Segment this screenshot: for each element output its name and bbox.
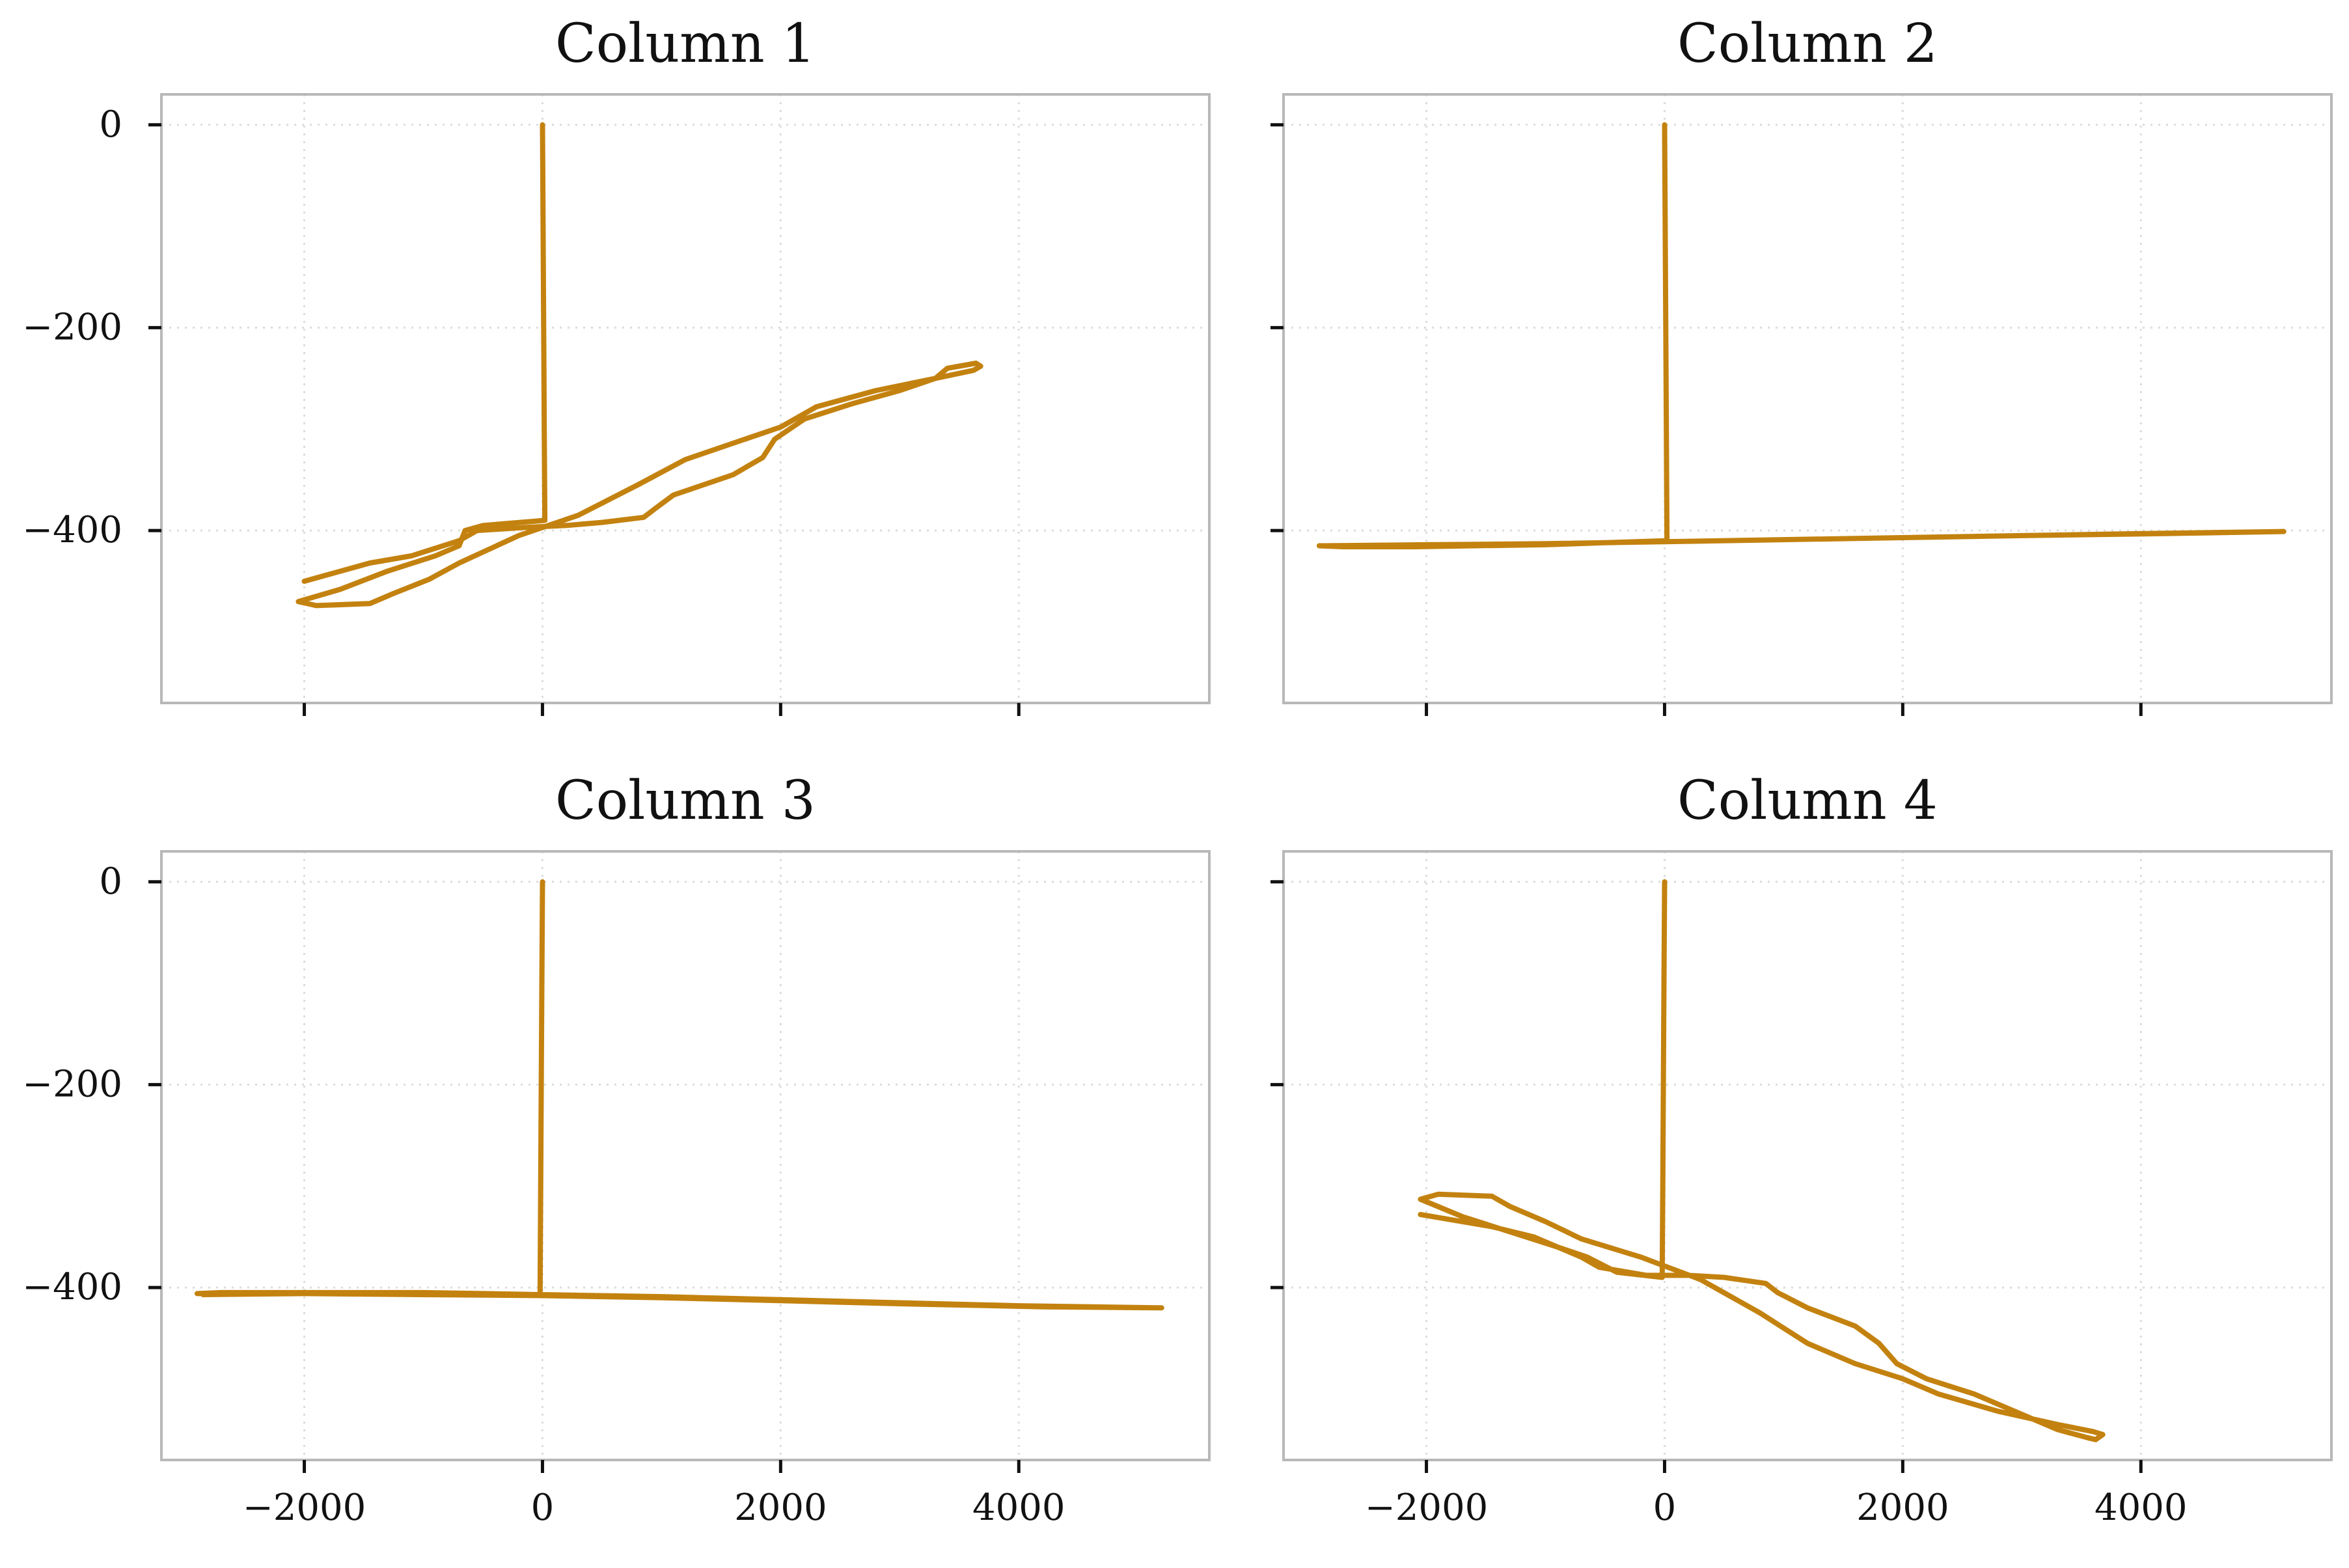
y-tick-label: −200 (22, 1063, 122, 1105)
panel-title: Column 2 (1677, 13, 1938, 75)
plot-frame (160, 850, 1211, 1461)
y-tick-label: 0 (99, 860, 122, 903)
panel-column-4: Column 4 −2000 0 2000 4000 (1271, 770, 2333, 1529)
plot-frame (160, 93, 1211, 704)
panel-column-2: Column 2 (1271, 13, 2333, 716)
y-tick-label: −200 (22, 306, 122, 348)
panel-title: Column 3 (555, 770, 816, 832)
plot-frame (1282, 850, 2333, 1461)
panel-column-3: Column 3 −2000 0 2000 4000 0 −200 −400 (22, 770, 1211, 1529)
plot-frame (1282, 93, 2333, 704)
x-tick-label: 2000 (1856, 1487, 1949, 1529)
y-tick-label: 0 (99, 103, 122, 146)
x-tick-label: 2000 (734, 1487, 827, 1529)
x-tick-label: −2000 (243, 1487, 366, 1529)
panel-title: Column 1 (555, 13, 816, 75)
x-tick-label: −2000 (1365, 1487, 1488, 1529)
series-line (194, 879, 1164, 1311)
x-tick-label: 4000 (2095, 1487, 2188, 1529)
series-line (1418, 879, 2106, 1442)
series-line (1316, 122, 2287, 549)
x-tick-label: 0 (531, 1487, 555, 1529)
panel-column-1: Column 1 0 −200 −400 (22, 13, 1211, 716)
y-tick-label: −400 (22, 509, 122, 551)
panel-title: Column 4 (1677, 770, 1938, 832)
x-tick-label: 4000 (972, 1487, 1065, 1529)
series-line (295, 122, 983, 609)
x-tick-label: 0 (1653, 1487, 1677, 1529)
y-tick-label: −400 (22, 1266, 122, 1308)
